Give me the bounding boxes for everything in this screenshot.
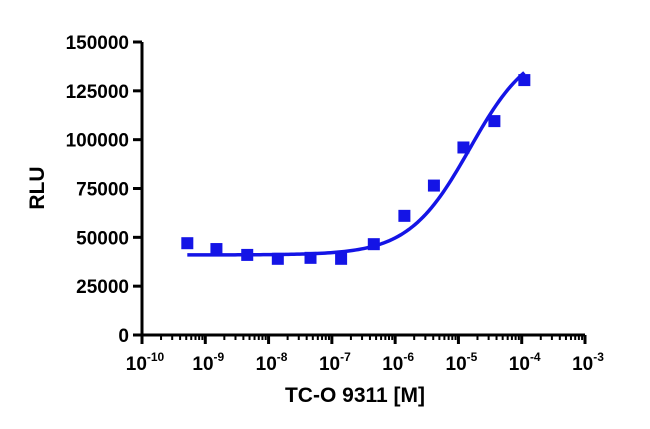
data-point-marker <box>488 115 501 128</box>
fit-curve-layer <box>187 71 526 257</box>
y-axis: 0 25000 50000 75000 100000 125000 150000 <box>66 33 144 347</box>
data-points-layer <box>181 74 531 265</box>
y-tick-label: 125000 <box>66 82 129 103</box>
x-axis: 10-10 10-9 10-8 10-7 10-6 10-5 10-4 10-3 <box>126 333 604 375</box>
y-tick-label: 50000 <box>76 228 129 249</box>
x-tick-label: 10-7 <box>319 350 351 375</box>
data-point-marker <box>241 248 254 261</box>
y-tick-label: 150000 <box>66 33 129 54</box>
x-tick-label: 10-5 <box>446 350 478 375</box>
data-point-marker <box>210 243 223 256</box>
x-tick-label: 10-9 <box>192 350 224 375</box>
y-axis-title: RLU <box>26 166 49 209</box>
x-tick-label: 10-10 <box>126 350 165 375</box>
data-point-marker <box>181 237 194 250</box>
data-point-marker <box>398 209 411 222</box>
data-point-marker <box>457 141 470 154</box>
data-point-marker <box>367 238 380 251</box>
data-point-marker <box>518 74 531 87</box>
y-tick-label: 75000 <box>76 180 129 201</box>
x-tick-label: 10-4 <box>509 350 541 375</box>
y-tick-label: 0 <box>118 326 129 347</box>
x-tick-label: 10-8 <box>256 350 288 375</box>
x-tick-label: 10-6 <box>382 350 414 375</box>
y-tick-label: 100000 <box>66 131 129 152</box>
x-tick-label: 10-3 <box>572 350 604 375</box>
fit-curve-line <box>187 71 526 257</box>
data-point-marker <box>304 251 317 264</box>
data-point-marker <box>427 179 440 192</box>
data-point-marker <box>335 252 348 265</box>
y-tick-label: 25000 <box>76 277 129 298</box>
data-point-marker <box>271 252 284 265</box>
x-axis-title: TC-O 9311 [M] <box>285 384 425 407</box>
